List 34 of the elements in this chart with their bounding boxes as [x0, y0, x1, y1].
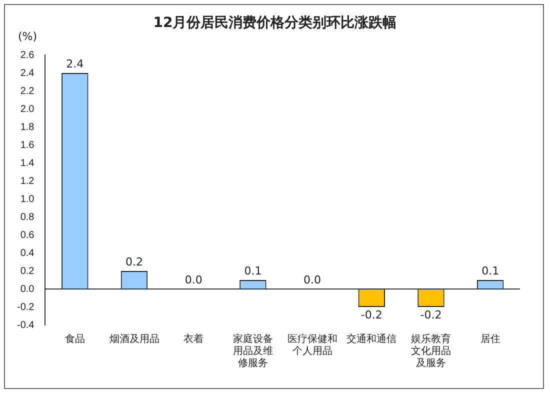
x-tick-label: 居住: [480, 334, 500, 345]
x-tick-label: 烟酒及用品: [109, 332, 160, 345]
y-tick-label: 0.8: [20, 212, 35, 223]
y-tick-label: 0.4: [20, 248, 35, 259]
y-tick-label: 2.2: [20, 86, 35, 97]
data-label: 2.4: [66, 57, 84, 70]
x-tick-label: 食品: [64, 332, 85, 345]
data-label: 0.1: [482, 264, 500, 278]
y-tick-label: 1.4: [20, 158, 35, 169]
y-tick-label: -0.4: [16, 320, 35, 331]
data-label: 0.0: [304, 273, 322, 286]
y-tick-label: 1.2: [20, 176, 35, 187]
chart-title: 12月份居民消费价格分类别环比涨跌幅: [153, 15, 397, 31]
y-tick-label: -0.2: [16, 302, 35, 313]
data-label: 0.0: [184, 273, 202, 286]
y-tick-label: 2.0: [20, 104, 35, 115]
y-tick-label: 0.6: [20, 230, 35, 241]
data-label: 0.1: [244, 264, 262, 278]
x-tick-label: 家庭设备用品及维修服务: [232, 332, 273, 369]
y-tick-label: 1.8: [20, 122, 35, 133]
y-tick-label: 1.6: [20, 140, 35, 151]
y-tick-label: 0.2: [20, 266, 35, 277]
x-tick-label: 娱乐教育文化用品及服务: [410, 332, 451, 369]
y-tick-label: 1.0: [20, 194, 35, 205]
y-axis-title: (%): [18, 30, 38, 43]
y-tick-label: 0.0: [20, 284, 35, 295]
y-tick-label: 2.4: [20, 68, 35, 79]
data-label: 0.2: [126, 255, 143, 268]
data-label: -0.2: [360, 308, 382, 322]
x-tick-label: 医疗保健和个人用品: [287, 332, 338, 357]
data-label: -0.2: [420, 308, 442, 322]
x-tick-label: 交通和通信: [346, 332, 397, 345]
x-tick-label: 衣着: [184, 332, 204, 345]
y-tick-label: 2.6: [20, 50, 35, 61]
